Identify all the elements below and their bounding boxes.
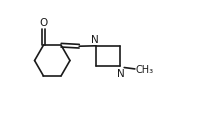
Text: N: N — [116, 68, 124, 78]
Text: N: N — [91, 35, 98, 45]
Text: O: O — [39, 18, 47, 28]
Text: CH₃: CH₃ — [135, 64, 153, 74]
